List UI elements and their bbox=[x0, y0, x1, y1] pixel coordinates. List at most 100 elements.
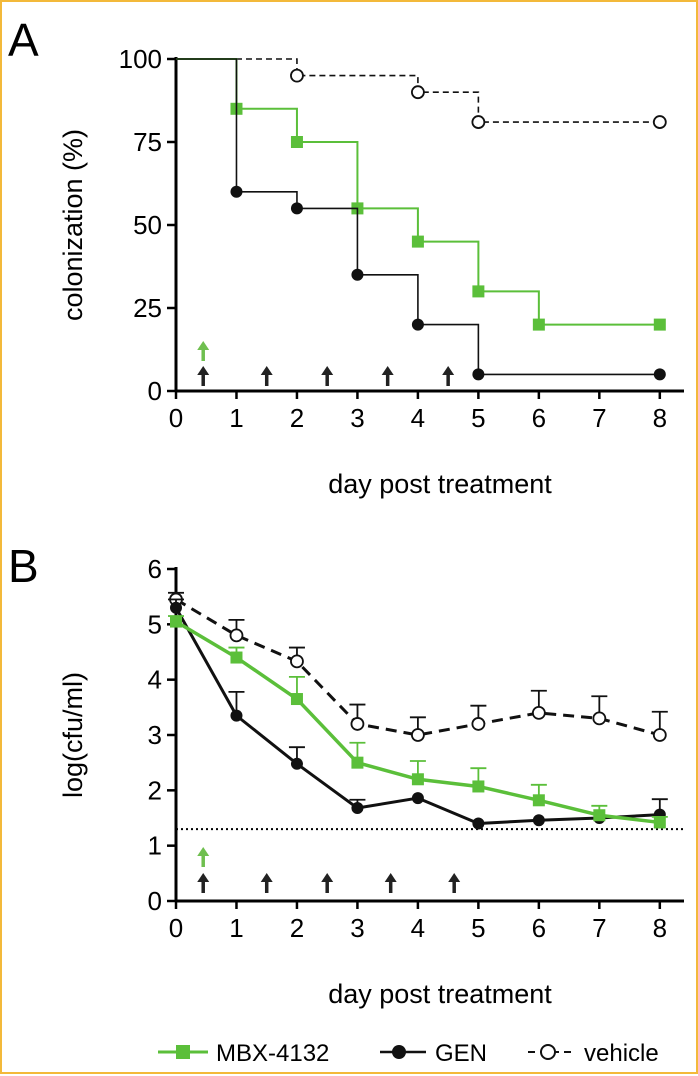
panel-a-x-tick-label: 1 bbox=[229, 403, 243, 433]
panel-b-vehicle-line bbox=[175, 598, 661, 737]
panel-b-y-title: log(cfu/ml) bbox=[58, 672, 88, 798]
panel-b-mbx-point bbox=[351, 756, 364, 769]
panel-b-x-tick-label: 0 bbox=[169, 913, 183, 943]
legend-item-gen: GEN bbox=[380, 1040, 487, 1067]
panel-a-y-tick-label: 50 bbox=[133, 210, 162, 240]
panel-a-gen-point bbox=[653, 368, 666, 381]
legend: MBX-4132 GEN vehicle bbox=[158, 1040, 659, 1067]
legend-item-vehicle: vehicle bbox=[528, 1040, 659, 1067]
panel-b-x-tick-label: 3 bbox=[350, 913, 364, 943]
panel-a-dose-arrow-green bbox=[197, 341, 210, 361]
panel-b-chart: 0 1 2 3 4 5 6 7 8 0 1 2 3 4 5 6 day post treatment log(cf… bbox=[58, 554, 684, 1009]
panel-a-dose-arrow bbox=[260, 366, 273, 386]
panel-a-x-tick-label: 3 bbox=[350, 403, 364, 433]
panel-b-vehicle-point bbox=[350, 717, 365, 731]
panel-a-vehicle-point bbox=[471, 115, 486, 129]
panel-a-mbx-point bbox=[411, 235, 424, 248]
legend-gen-label: GEN bbox=[435, 1040, 487, 1067]
panel-b-letter: B bbox=[8, 540, 39, 592]
panel-a-mbx-point bbox=[532, 318, 545, 331]
panel-a-dose-arrow bbox=[442, 366, 455, 386]
panel-b-dose-arrow bbox=[197, 873, 210, 893]
panel-a-vehicle-point bbox=[652, 115, 667, 129]
panel-b-y-tick-label: 3 bbox=[148, 720, 162, 750]
panel-b-gen-line bbox=[174, 606, 660, 826]
panel-b-gen-point bbox=[472, 817, 485, 830]
panel-b-vehicle-point bbox=[652, 728, 667, 742]
panel-a-mbx-point bbox=[290, 136, 303, 148]
panel-b-gen-point bbox=[230, 709, 243, 722]
panel-b-dose-arrow bbox=[448, 873, 461, 893]
panel-a-gen-line bbox=[176, 58, 660, 376]
panel-b-vehicle-point bbox=[290, 654, 304, 669]
panel-a-gen-point bbox=[230, 185, 243, 198]
panel-b-x-title: day post treatment bbox=[328, 979, 552, 1009]
panel-a-x-tick-label: 6 bbox=[532, 403, 546, 433]
panel-b-vehicle-point bbox=[229, 628, 244, 643]
panel-b-dose-arrow bbox=[384, 873, 397, 893]
panel-a-x-tick-label: 0 bbox=[169, 403, 183, 433]
panel-a-y-tick-label: 100 bbox=[119, 44, 162, 74]
panel-b-y-tick-label: 4 bbox=[148, 665, 162, 695]
panel-a-vehicle-point bbox=[411, 85, 425, 100]
panel-b-dose-arrow bbox=[321, 873, 334, 893]
panel-a-vehicle-point bbox=[290, 68, 304, 83]
panel-b-x-tick-label: 8 bbox=[653, 913, 667, 943]
panel-b-dose-arrow-head bbox=[448, 873, 461, 882]
panel-b-dose-arrow-head bbox=[321, 873, 334, 882]
panel-b-x-tick-label: 1 bbox=[229, 913, 243, 943]
legend-item-mbx: MBX-4132 bbox=[158, 1040, 329, 1067]
panel-b-dose-arrow-head bbox=[260, 873, 273, 882]
panel-a-letter: A bbox=[8, 14, 39, 66]
legend-mbx-label: MBX-4132 bbox=[216, 1040, 329, 1067]
panel-a-dose-arrow-head bbox=[197, 366, 210, 375]
panel-a-y-tick-label: 25 bbox=[133, 293, 162, 323]
panel-b-mbx-point bbox=[653, 816, 666, 829]
panel-b-vehicle-point bbox=[471, 717, 486, 731]
panel-a-gen-point bbox=[472, 368, 485, 381]
panel-a-x-tick-label: 2 bbox=[290, 403, 304, 433]
panel-a-y-tick-label: 75 bbox=[133, 127, 162, 157]
panel-b-dose-arrow bbox=[260, 873, 273, 893]
panel-b-mbx-point bbox=[230, 651, 243, 664]
legend-vehicle-label: vehicle bbox=[584, 1040, 659, 1067]
panel-b-y-tick-label: 1 bbox=[148, 831, 162, 861]
panel-b-vehicle-point bbox=[531, 705, 546, 720]
panel-b-y-tick-label: 0 bbox=[148, 886, 162, 916]
panel-a-x-title: day post treatment bbox=[328, 469, 552, 499]
panel-a-mbx-line bbox=[176, 58, 660, 326]
panel-b-mbx-point bbox=[472, 780, 485, 793]
panel-a-dose-arrow bbox=[381, 366, 394, 386]
panel-a-gen-point bbox=[290, 202, 303, 215]
panel-a-gen-point bbox=[351, 268, 364, 281]
panel-a-dose-arrow-green-head bbox=[197, 341, 210, 350]
panel-b-gen-point bbox=[290, 757, 303, 770]
panel-b-x-tick-label: 2 bbox=[290, 913, 304, 943]
panel-b-dose-arrow-green bbox=[197, 847, 210, 867]
panel-a-dose-arrow-head bbox=[260, 366, 273, 375]
panel-b-y-tick-label: 5 bbox=[148, 609, 162, 639]
panel-b-gen-point bbox=[170, 601, 182, 614]
panel-a-chart: 0 1 2 3 4 5 6 7 8 0 25 50 75 100 day post treatment col… bbox=[58, 44, 684, 499]
panel-b-vehicle-point bbox=[592, 711, 607, 726]
panel-b-dose-arrow-head bbox=[197, 873, 210, 882]
panel-a-gen-point bbox=[411, 318, 424, 331]
panel-a-y-tick-label: 0 bbox=[148, 376, 162, 406]
panel-b-dose-arrow-green-head bbox=[197, 847, 210, 856]
panel-a-y-title: colonization (%) bbox=[58, 129, 88, 321]
panel-b-gen-point bbox=[411, 792, 424, 805]
panel-a-dose-arrow bbox=[197, 366, 210, 386]
panel-a-dose-arrow-head bbox=[442, 366, 455, 375]
panel-b-vehicle-point bbox=[411, 728, 425, 742]
panel-b-mbx-point bbox=[290, 693, 303, 706]
panel-b-mbx-point bbox=[170, 615, 182, 628]
panel-b-gen-point bbox=[351, 802, 364, 815]
legend-vehicle-marker bbox=[540, 1044, 556, 1060]
panel-a-dose-arrow-head bbox=[381, 366, 394, 375]
panel-b-y-tick-label: 6 bbox=[148, 554, 162, 584]
legend-gen-marker bbox=[392, 1045, 406, 1059]
panel-b-x-tick-label: 5 bbox=[471, 913, 485, 943]
legend-mbx-marker bbox=[176, 1045, 190, 1059]
